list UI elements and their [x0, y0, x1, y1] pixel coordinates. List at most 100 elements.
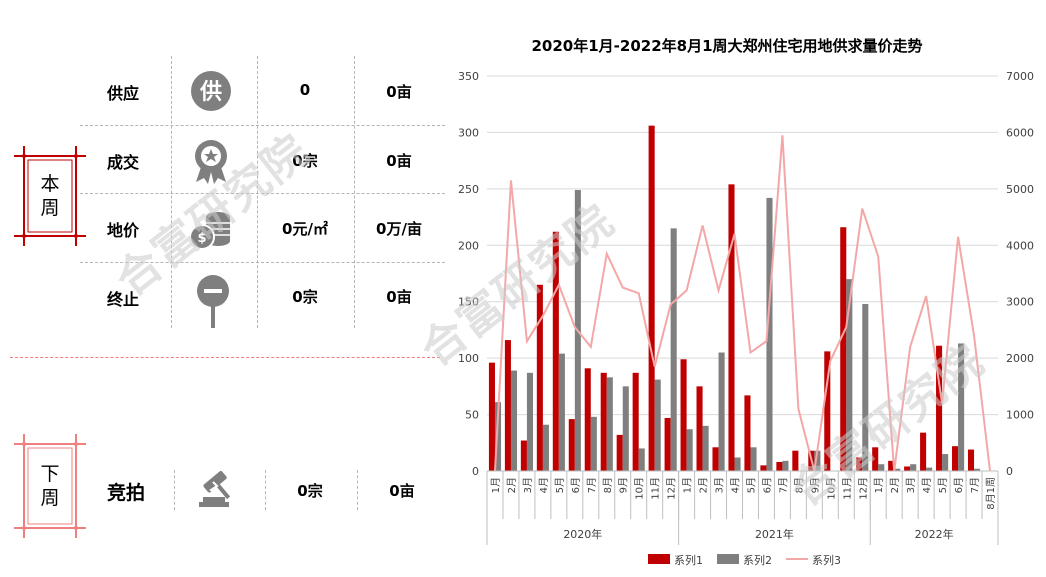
x-tick-label: 9月	[809, 477, 821, 493]
legend-label: 系列3	[812, 553, 841, 567]
x-tick-label: 9月	[618, 477, 630, 493]
legend-swatch	[717, 554, 739, 564]
this-week-tag: 本周	[40, 173, 60, 219]
row-label-deal: 成交	[107, 153, 140, 172]
svg-text:$: $	[197, 231, 206, 246]
x-tick-label: 12月	[666, 477, 678, 500]
bar-series2	[894, 468, 901, 471]
bar-series2	[910, 464, 917, 471]
bar-series1	[680, 359, 687, 471]
x-tick-label: 4月	[538, 477, 550, 493]
x-tick-label: 10月	[634, 477, 646, 500]
bar-series2	[558, 353, 565, 471]
x-tick-label: 5月	[554, 477, 566, 493]
right-tick-label: 3000	[1006, 296, 1034, 309]
svg-text:供: 供	[199, 79, 222, 105]
deal-count: 0宗	[292, 152, 318, 170]
right-tick-label: 4000	[1006, 239, 1034, 252]
bar-series1	[744, 395, 751, 471]
row-label-supply: 供应	[107, 84, 140, 103]
bar-series2	[622, 386, 629, 471]
x-tick-label: 2月	[889, 477, 901, 493]
x-tick-label: 2月	[698, 477, 710, 493]
divider	[174, 470, 175, 510]
bar-series2	[782, 460, 789, 471]
bar-series1	[536, 284, 543, 471]
bar-series2	[846, 279, 853, 471]
terminated-count: 0宗	[292, 288, 318, 306]
x-tick-label: 5月	[745, 477, 757, 493]
row-label-auction: 竞拍	[107, 482, 146, 504]
bar-series2	[862, 303, 869, 471]
x-tick-label: 8月	[793, 477, 805, 493]
x-tick-label: 1月	[682, 477, 694, 493]
bar-series2	[686, 429, 693, 471]
row-label-terminated: 终止	[107, 290, 140, 309]
legend-label: 系列1	[674, 553, 703, 567]
price-per-sqm: 0元/㎡	[282, 220, 328, 238]
chart-title: 2020年1月-2022年8月1周大郑州住宅用地供求量价走势	[531, 37, 922, 55]
x-tick-label: 4月	[730, 477, 742, 493]
x-tick-label: 7月	[969, 477, 981, 493]
x-tick-label: 5月	[937, 477, 949, 493]
coins-icon: $	[189, 212, 230, 250]
bar-series1	[696, 386, 703, 471]
x-tick-label: 10月	[825, 477, 837, 500]
divider	[80, 193, 445, 194]
left-tick-label: 150	[458, 296, 479, 309]
bar-series2	[654, 379, 661, 471]
bar-series1	[568, 419, 575, 471]
x-tick-label: 3月	[714, 477, 726, 493]
supply-icon: 供	[191, 71, 231, 111]
legend-label: 系列2	[743, 553, 772, 567]
row-label-price: 地价	[107, 221, 140, 240]
bar-series1	[856, 457, 863, 471]
divider	[357, 470, 358, 510]
x-tick-label: 11月	[841, 477, 853, 500]
bar-series2	[718, 352, 725, 471]
x-tick-label: 8月1周	[985, 477, 997, 510]
group-label: 2021年	[755, 527, 794, 541]
next-week-tag: 下周	[40, 463, 60, 509]
left-tick-label: 0	[472, 465, 479, 478]
supply-area: 0亩	[386, 83, 412, 101]
right-tick-label: 6000	[1006, 126, 1034, 139]
bar-series1	[760, 465, 767, 471]
bar-series2	[702, 425, 709, 471]
x-axis: 1月 2月 3月 4月 5月 6月 7月 8月 9月 10月 11月 12月 1月 2月 3月 4月 5月 6月 7…	[486, 470, 999, 545]
x-tick-label: 3月	[905, 477, 917, 493]
bar-series2	[606, 377, 613, 471]
left-tick-label: 100	[458, 352, 479, 365]
right-tick-label: 1000	[1006, 409, 1034, 422]
left-tick-label: 350	[458, 70, 479, 83]
bar-series2	[814, 450, 821, 471]
bar-series2	[750, 447, 757, 471]
x-tick-label: 1月	[873, 477, 885, 493]
series-line	[493, 135, 992, 472]
left-axis-ticks: 0 50 100 150 200 250 300 350	[458, 70, 479, 478]
bar-series1	[632, 372, 639, 471]
bar-series1	[504, 340, 511, 471]
divider	[80, 125, 445, 126]
x-tick-label: 11月	[650, 477, 662, 500]
bar-series1	[888, 460, 895, 471]
x-tick-label: 7月	[777, 477, 789, 493]
x-tick-label: 3月	[522, 477, 534, 493]
x-tick-label: 6月	[953, 477, 965, 493]
bar-series1	[648, 125, 655, 472]
left-tick-label: 250	[458, 183, 479, 196]
legend: 系列1 系列2 系列3	[648, 553, 841, 567]
x-tick-label: 1月	[490, 477, 502, 493]
bar-series1	[792, 450, 799, 471]
divider	[354, 56, 355, 328]
next-week-tag-frame	[14, 434, 86, 538]
divider	[257, 56, 258, 328]
price-per-mu: 0万/亩	[376, 220, 422, 238]
right-tick-label: 5000	[1006, 183, 1034, 196]
auction-gavel-icon	[199, 470, 231, 507]
bar-series1	[488, 362, 495, 471]
bar-series2	[878, 464, 885, 471]
bar-series2	[926, 467, 933, 471]
terminated-area: 0亩	[386, 288, 412, 306]
bar-series1	[712, 447, 719, 471]
